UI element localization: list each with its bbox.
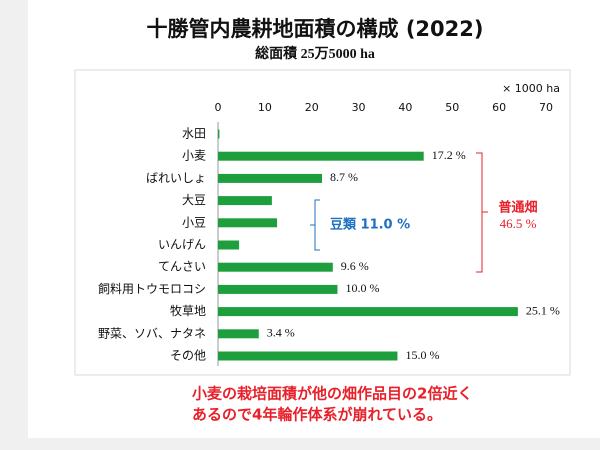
bar [218, 351, 398, 361]
value-label: 15.0 % [405, 348, 439, 362]
bracket [476, 152, 488, 273]
annotation: 普通畑 [498, 200, 537, 216]
bar [218, 240, 240, 250]
value-label: 25.1 % [526, 303, 560, 317]
y-tick-label: 大豆 [182, 193, 206, 207]
y-tick-label: てんさい [158, 260, 206, 274]
bar [218, 284, 338, 294]
bar [218, 329, 259, 339]
value-label: 10.0 % [345, 281, 379, 295]
value-label: 8.7 % [330, 170, 358, 184]
bracket [310, 199, 320, 251]
slide [28, 0, 600, 438]
y-tick-label: 飼料用トウモロコシ [98, 281, 206, 296]
x-tick-label: 70 [539, 101, 553, 114]
annotation: 豆類 11.0 % [330, 218, 410, 233]
bar [218, 218, 278, 228]
y-tick-label: 野菜、ソバ、ナタネ [98, 326, 206, 340]
bar [218, 151, 424, 161]
annotation: 46.5 % [500, 216, 537, 231]
note: 小麦の栽培面積が他の畑作品目の2倍近く [192, 385, 472, 403]
bar [218, 129, 220, 139]
x-tick-label: 30 [352, 101, 366, 114]
x-tick-label: 40 [398, 101, 412, 114]
chart-subtitle: 総面積 25万5000 ha [255, 45, 375, 62]
y-tick-label: その他 [170, 349, 206, 363]
value-label: 3.4 % [267, 326, 295, 340]
y-tick-label: 牧草地 [170, 304, 206, 318]
note: あるので4年輪作体系が崩れている。 [192, 406, 442, 424]
bar [218, 173, 323, 183]
x-tick-label: 50 [445, 101, 459, 114]
y-tick-label: 水田 [182, 127, 206, 141]
value-label: 17.2 % [432, 148, 466, 162]
chart-title: 十勝管内農耕地面積の構成 (2022) [147, 17, 484, 41]
x-tick-label: 0 [215, 101, 222, 114]
unit-label: × 1000 ha [502, 82, 560, 95]
x-tick-label: 60 [492, 101, 506, 114]
y-tick-label: ばれいしょ [146, 171, 206, 185]
y-tick-label: 小豆 [182, 215, 206, 229]
chart-frame [74, 69, 571, 376]
x-tick-label: 10 [258, 101, 272, 114]
y-tick-label: 小麦 [182, 149, 206, 163]
bar [218, 196, 272, 206]
x-tick-label: 20 [305, 101, 319, 114]
value-label: 9.6 % [341, 259, 369, 273]
y-tick-label: いんげん [158, 238, 206, 252]
bar [218, 262, 333, 272]
bar [218, 307, 518, 317]
